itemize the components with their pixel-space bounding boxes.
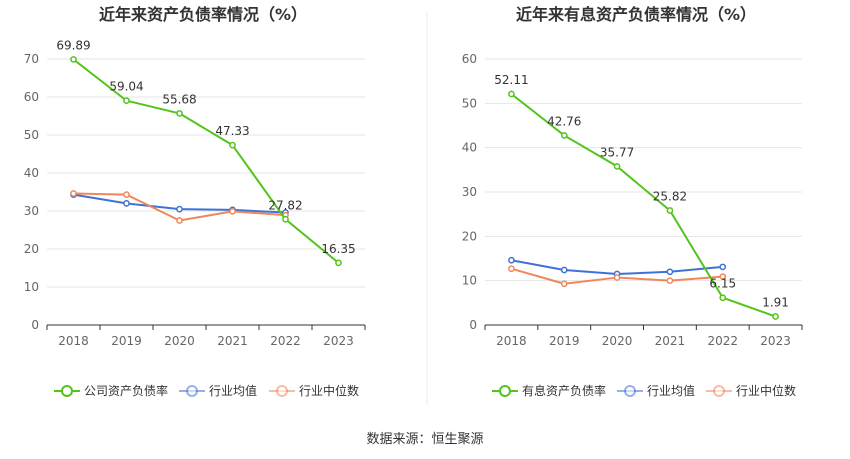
data-point [123,200,130,207]
x-tick-label: 2021 [217,334,248,348]
legend-label: 公司资产负债率 [84,383,168,398]
y-tick-label: 40 [462,141,477,155]
data-point [229,208,236,215]
data-point [508,265,515,273]
y-tick-label: 70 [24,52,39,66]
legend-item-1: 有息资产负债率 [492,383,606,398]
x-tick-label: 2019 [111,334,142,348]
data-label: 55.68 [162,92,196,106]
data-label: 69.89 [56,38,90,52]
data-point [176,205,183,213]
legend-item-3: 行业中位数 [269,383,359,398]
x-tick-label: 2018 [496,334,527,348]
chart-title: 近年来资产负债率情况（%） [99,5,307,24]
y-tick-label: 20 [24,242,39,256]
data-point [70,56,77,63]
data-point [666,277,674,285]
data-point [176,110,183,117]
legend-item-2: 行业均值 [617,383,695,398]
series-line-1 [72,58,340,264]
chart-title: 近年来有息资产负债率情况（%） [516,5,756,24]
data-point [560,132,568,139]
data-label: 42.76 [547,114,581,128]
legend-label: 行业均值 [209,383,257,398]
y-tick-label: 10 [24,280,39,294]
data-point [613,163,621,170]
legend-swatch-marker [713,385,725,397]
data-point [282,215,289,223]
x-tick-label: 2019 [549,334,580,348]
data-point [719,263,727,271]
data-label: 16.35 [321,242,355,256]
data-label: 35.77 [600,145,634,159]
chart-1: 近年来资产负债率情况（%） 0 10 20 30 40 50 60 70 2018 2019 2020… [24,5,366,398]
y-tick-label: 0 [31,318,39,332]
legend-swatch-marker [61,385,73,397]
legend-label: 有息资产负债率 [522,383,606,398]
data-point [508,256,515,264]
data-label: 59.04 [109,80,143,94]
data-label: 52.11 [494,73,528,87]
legend-swatch-marker [624,385,636,397]
y-tick-label: 50 [462,96,477,110]
data-point [560,280,568,288]
x-tick-label: 2023 [760,334,791,348]
y-tick-label: 50 [24,128,39,142]
data-label: 27.82 [268,198,302,212]
data-point [719,294,727,302]
legend-swatch-marker [276,385,288,397]
y-tick-label: 60 [462,52,477,66]
y-tick-label: 60 [24,90,39,104]
x-tick-label: 2021 [655,334,686,348]
legend-item-3: 行业中位数 [706,383,796,398]
legend-swatch-marker [499,385,511,397]
legend-label: 行业均值 [647,383,695,398]
data-point [719,273,727,281]
y-tick-label: 30 [24,204,39,218]
y-tick-label: 40 [24,166,39,180]
data-point [123,97,130,104]
data-label: 1.91 [762,296,789,310]
data-point [335,259,342,267]
data-point [560,266,568,274]
data-point [613,274,621,281]
legend-item-2: 行业均值 [179,383,257,398]
y-tick-label: 0 [469,318,477,332]
chart-2: 近年来有息资产负债率情况（%） 0 10 20 30 40 50 60 2018 2019 2020… [462,5,803,398]
data-point [666,207,674,214]
data-point [229,141,236,149]
x-tick-label: 2022 [270,334,301,348]
legend-label: 行业中位数 [299,383,359,398]
data-point [508,90,515,98]
y-tick-label: 30 [462,185,477,199]
data-label: 47.33 [215,124,249,138]
legend-label: 行业中位数 [736,383,796,398]
data-label: 6.15 [709,277,736,291]
x-tick-label: 2023 [323,334,354,348]
x-tick-label: 2020 [602,334,633,348]
data-label: 25.82 [653,190,687,204]
y-tick-label: 10 [462,274,477,288]
data-point [123,191,130,199]
data-point [70,190,77,197]
y-tick-label: 20 [462,229,477,243]
x-tick-label: 2020 [164,334,195,348]
x-tick-label: 2018 [58,334,89,348]
data-point [666,268,674,276]
legend-swatch-marker [186,385,198,397]
legend-item-1: 公司资产负债率 [54,383,168,398]
data-point [772,313,779,320]
x-tick-label: 2022 [707,334,738,348]
data-point [176,217,183,224]
series-line-1 [510,93,776,318]
data-source-note: 数据来源：恒生聚源 [366,432,484,447]
